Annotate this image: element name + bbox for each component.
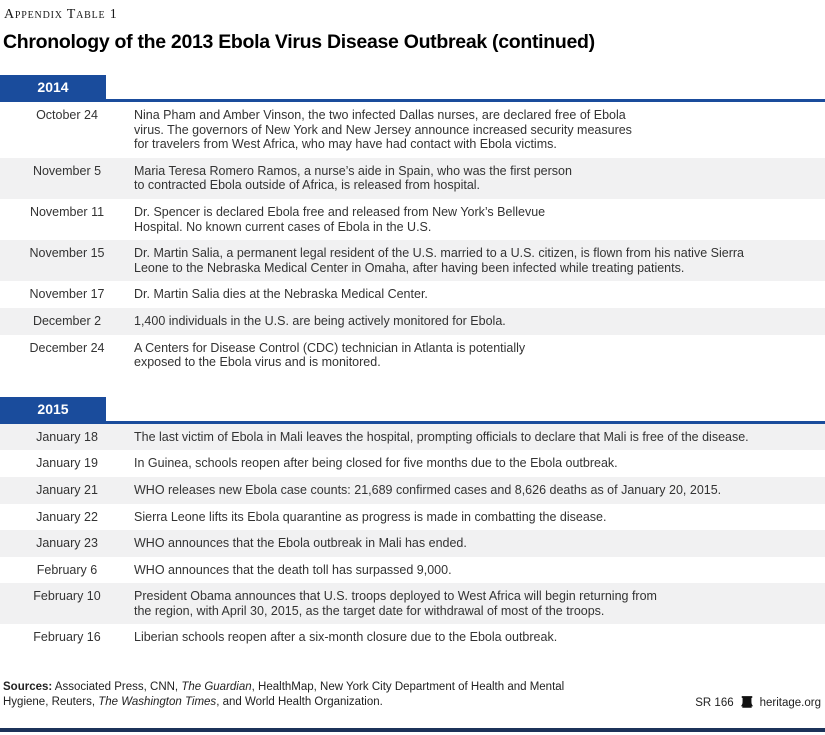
table-row: December 2 1,400 individuals in the U.S.… bbox=[0, 307, 825, 335]
section-divider bbox=[0, 420, 825, 424]
table-row: January 23 WHO announces that the Ebola … bbox=[0, 530, 825, 557]
section-tab-2014: 2014 bbox=[0, 75, 106, 99]
sources-line-1: Sources: Associated Press, CNN, The Guar… bbox=[3, 681, 565, 694]
row-description: Dr. Spencer is declared Ebola free and r… bbox=[134, 204, 546, 234]
bottom-accent-bar bbox=[0, 728, 825, 732]
row-description: In Guinea, schools reopen after being cl… bbox=[134, 456, 618, 471]
table-row: November 5 Maria Teresa Romero Ramos, a … bbox=[0, 157, 825, 199]
table-row: November 15 Dr. Martin Salia, a permanen… bbox=[0, 240, 825, 282]
table-row: January 18 The last victim of Ebola in M… bbox=[0, 423, 825, 451]
heritage-bell-icon bbox=[740, 696, 754, 709]
row-description: WHO releases new Ebola case counts: 21,6… bbox=[134, 482, 722, 497]
heritage-link[interactable]: heritage.org bbox=[759, 696, 821, 709]
table-row: February 6 WHO announces that the death … bbox=[0, 557, 825, 584]
row-description: 1,400 individuals in the U.S. are being … bbox=[134, 313, 506, 328]
year-label: 2015 bbox=[37, 400, 69, 417]
table-row: November 11 Dr. Spencer is declared Ebol… bbox=[0, 199, 825, 240]
table-row: January 22 Sierra Leone lifts its Ebola … bbox=[0, 504, 825, 531]
row-date: November 5 bbox=[32, 163, 102, 178]
row-date: January 21 bbox=[36, 482, 98, 497]
section-divider bbox=[0, 99, 825, 102]
row-date: November 11 bbox=[29, 204, 105, 219]
row-date: December 24 bbox=[29, 340, 105, 355]
section-2014: 2014 October 24 Nina Pham and Amber Vins… bbox=[0, 75, 825, 376]
page-footer: Sources: Associated Press, CNN, The Guar… bbox=[0, 680, 825, 709]
table-row: December 24 A Centers for Disease Contro… bbox=[0, 335, 825, 376]
row-date: January 23 bbox=[36, 536, 98, 551]
row-description: Sierra Leone lifts its Ebola quarantine … bbox=[134, 509, 607, 524]
table-row: January 21 WHO releases new Ebola case c… bbox=[0, 476, 825, 504]
row-date: November 15 bbox=[29, 246, 105, 261]
table-row: January 19 In Guinea, schools reopen aft… bbox=[0, 450, 825, 477]
row-date: February 6 bbox=[36, 562, 98, 577]
section-2015: 2015 January 18 The last victim of Ebola… bbox=[0, 396, 825, 651]
row-date: November 17 bbox=[29, 287, 105, 302]
table-2014: October 24 Nina Pham and Amber Vinson, t… bbox=[0, 102, 825, 376]
row-date: January 19 bbox=[36, 456, 98, 471]
table-row: November 17 Dr. Martin Salia dies at the… bbox=[0, 281, 825, 308]
row-description: Nina Pham and Amber Vinson, the two infe… bbox=[134, 108, 632, 152]
row-description: President Obama announces that U.S. troo… bbox=[134, 589, 657, 618]
table-row: February 16 Liberian schools reopen afte… bbox=[0, 624, 825, 651]
row-description: WHO announces that the Ebola outbreak in… bbox=[134, 536, 467, 551]
row-description: Maria Teresa Romero Ramos, a nurse’s aid… bbox=[134, 163, 572, 193]
row-description: Liberian schools reopen after a six-mont… bbox=[134, 630, 558, 645]
row-description: Dr. Martin Salia, a permanent legal resi… bbox=[134, 246, 744, 275]
row-date: February 16 bbox=[33, 630, 101, 645]
row-description: The last victim of Ebola in Mali leaves … bbox=[134, 429, 749, 444]
report-id: SR 166 bbox=[695, 696, 734, 709]
row-date: October 24 bbox=[36, 108, 98, 122]
row-description: Dr. Martin Salia dies at the Nebraska Me… bbox=[134, 287, 428, 302]
sources-line-2: Hygiene, Reuters, The Washington Times, … bbox=[3, 695, 383, 708]
table-2015: January 18 The last victim of Ebola in M… bbox=[0, 423, 825, 651]
page-title: Chronology of the 2013 Ebola Virus Disea… bbox=[3, 31, 595, 53]
year-label: 2014 bbox=[37, 79, 69, 95]
table-label: Appendix Table 1 bbox=[4, 7, 118, 22]
row-date: January 22 bbox=[36, 509, 98, 524]
row-date: February 10 bbox=[33, 589, 101, 604]
sources-note: Sources: Associated Press, CNN, The Guar… bbox=[3, 680, 564, 709]
table-row: February 10 President Obama announces th… bbox=[0, 583, 825, 625]
footer-branding: SR 166 heritage.org bbox=[695, 696, 821, 709]
row-date: January 18 bbox=[36, 429, 98, 444]
row-description: A Centers for Disease Control (CDC) tech… bbox=[134, 340, 526, 370]
section-tab-2015: 2015 bbox=[0, 396, 106, 421]
table-row: October 24 Nina Pham and Amber Vinson, t… bbox=[0, 102, 825, 158]
row-description: WHO announces that the death toll has su… bbox=[134, 562, 452, 577]
row-date: December 2 bbox=[32, 313, 102, 328]
